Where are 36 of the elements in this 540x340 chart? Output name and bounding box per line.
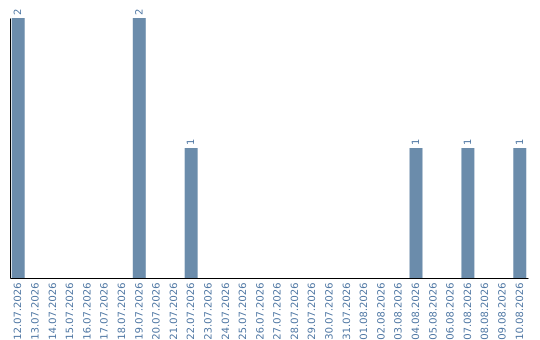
x-tick-label: 04.08.2026	[411, 282, 422, 340]
x-tick-label: 31.07.2026	[342, 282, 353, 340]
x-tick-label: 18.07.2026	[116, 282, 128, 340]
x-tick-label: 16.07.2026	[82, 282, 94, 340]
x-tick-label: 13.07.2026	[30, 282, 42, 340]
x-tick-label: 25.07.2026	[238, 282, 250, 340]
x-tick-label: 01.08.2026	[359, 282, 370, 340]
x-tick-label: 17.07.2026	[100, 282, 111, 340]
x-tick-label: 06.08.2026	[446, 282, 457, 340]
x-tick-label: 15.07.2026	[65, 282, 76, 340]
x-tick-label: 30.07.2026	[324, 282, 336, 340]
x-tick-label: 08.08.2026	[480, 282, 492, 340]
data-label: 2	[13, 8, 24, 15]
x-tick-label: 24.07.2026	[220, 282, 232, 340]
x-tick-label: 14.07.2026	[48, 282, 59, 340]
x-tick-label: 23.07.2026	[203, 282, 214, 340]
data-label: 1	[186, 138, 198, 145]
x-tick-label: 22.07.2026	[186, 282, 198, 340]
data-label: 1	[514, 138, 526, 145]
data-label: 2	[134, 8, 146, 15]
x-tick-label: 29.07.2026	[307, 282, 318, 340]
data-label: 1	[411, 138, 422, 145]
x-tick-label: 07.08.2026	[462, 282, 474, 340]
data-label: 1	[462, 138, 474, 145]
x-tick-label: 20.07.2026	[152, 282, 163, 340]
x-tick-label: 28.07.2026	[290, 282, 301, 340]
x-tick-label: 19.07.2026	[134, 282, 146, 340]
x-tick-label: 26.07.2026	[255, 282, 266, 340]
x-tick-label: 21.07.2026	[168, 282, 180, 340]
x-tick-label: 27.07.2026	[272, 282, 284, 340]
x-tick-label: 09.08.2026	[497, 282, 508, 340]
x-tick-label: 10.08.2026	[514, 282, 526, 340]
x-tick-label: 03.08.2026	[394, 282, 405, 340]
x-tick-label: 05.08.2026	[428, 282, 440, 340]
x-tick-label: 02.08.2026	[376, 282, 388, 340]
x-tick-label: 12.07.2026	[13, 282, 24, 340]
